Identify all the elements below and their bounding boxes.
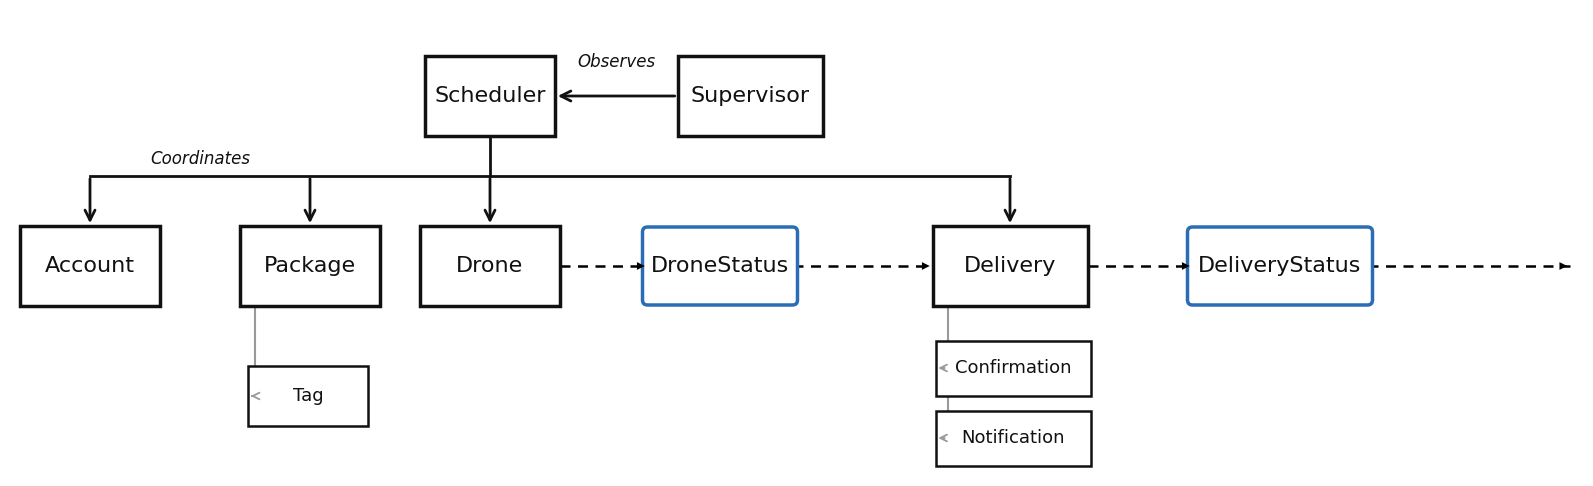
Bar [241,226,381,306]
Text: DroneStatus: DroneStatus [652,256,789,276]
Text: Confirmation: Confirmation [954,359,1070,377]
Bar [21,226,159,306]
Text: Scheduler: Scheduler [435,86,546,106]
Bar [935,411,1091,466]
Bar [932,226,1088,306]
Text: DeliveryStatus: DeliveryStatus [1198,256,1362,276]
Text: Delivery: Delivery [964,256,1056,276]
Bar [249,366,368,426]
Text: Observes: Observes [577,53,655,71]
Bar [935,341,1091,396]
Bar [677,56,822,136]
FancyBboxPatch shape [642,227,798,305]
Text: Supervisor: Supervisor [690,86,809,106]
Text: Package: Package [264,256,357,276]
Bar [425,56,554,136]
Text: Coordinates: Coordinates [150,150,250,168]
Text: Tag: Tag [293,387,323,405]
Bar [421,226,561,306]
Text: Account: Account [45,256,135,276]
FancyBboxPatch shape [1187,227,1373,305]
Text: Notification: Notification [961,429,1064,447]
Text: Drone: Drone [456,256,524,276]
